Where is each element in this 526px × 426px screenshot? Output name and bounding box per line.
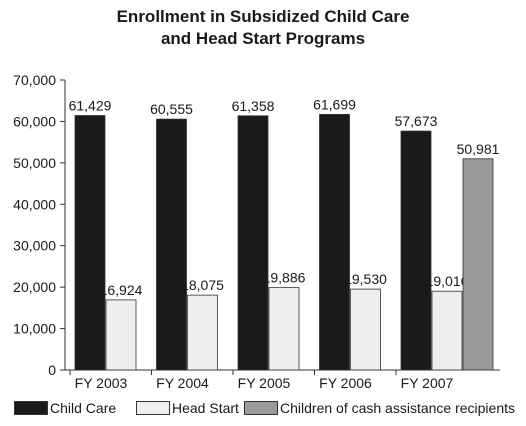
data-label: 18,075 <box>181 277 224 293</box>
legend-swatch-cash-assistance <box>244 401 278 415</box>
legend-swatch-child-care <box>14 401 48 415</box>
y-tick-label: 20,000 <box>13 279 56 295</box>
bar-children-of-cash-assistance-recipients-fy-2007 <box>462 158 494 371</box>
bar-child-care-fy-2007 <box>400 130 432 371</box>
data-label: 60,555 <box>150 101 193 117</box>
data-label: 61,429 <box>69 98 112 114</box>
y-tick-label: 0 <box>48 362 56 378</box>
x-tick-label: FY 2004 <box>156 375 209 391</box>
y-tick-label: 10,000 <box>13 321 56 337</box>
data-label: 19,886 <box>263 270 306 286</box>
chart-title: Enrollment in Subsidized Child Care and … <box>0 6 526 50</box>
chart-title-line-1: Enrollment in Subsidized Child Care <box>116 7 410 26</box>
bar-child-care-fy-2005 <box>237 115 269 371</box>
chart-title-line-2: and Head Start Programs <box>160 29 366 48</box>
y-tick-label: 60,000 <box>13 113 56 129</box>
legend-label-child-care: Child Care <box>50 400 117 416</box>
bar-child-care-fy-2003 <box>74 115 106 371</box>
bar-child-care-fy-2004 <box>156 118 187 371</box>
bar-head-start-fy-2003 <box>105 299 137 371</box>
bar-head-start-fy-2006 <box>350 288 381 371</box>
bar-head-start-fy-2005 <box>268 287 300 371</box>
x-tick-label: FY 2007 <box>401 375 454 391</box>
legend-swatch-head-start <box>136 401 170 415</box>
y-tick-label: 50,000 <box>13 155 56 171</box>
bar-chart: 0 10,000 20,000 30,000 40,000 50,000 60,000 70,… <box>13 72 500 391</box>
bar-child-care-fy-2006 <box>319 113 350 371</box>
data-label: 61,699 <box>313 96 356 112</box>
y-tick-label: 70,000 <box>13 72 56 88</box>
data-label: 16,924 <box>100 282 143 298</box>
data-label: 50,981 <box>457 141 500 157</box>
legend-item-cash-assistance: Children of cash assistance recipients <box>244 400 515 416</box>
legend-label-head-start: Head Start <box>172 400 239 416</box>
data-label: 19,016 <box>426 273 469 289</box>
data-label: 57,673 <box>395 113 438 129</box>
legend-item-child-care: Child Care <box>14 400 116 416</box>
y-tick-label: 40,000 <box>13 196 56 212</box>
bar-head-start-fy-2007 <box>431 290 463 371</box>
data-label: 61,358 <box>232 98 275 114</box>
x-tick-label: FY 2006 <box>319 375 372 391</box>
x-tick-label: FY 2005 <box>238 375 291 391</box>
chart-legend: Child Care Head Start Children of cash a… <box>0 400 526 422</box>
legend-item-head-start: Head Start <box>136 400 239 416</box>
y-tick-label: 30,000 <box>13 238 56 254</box>
legend-label-cash-assistance: Children of cash assistance recipients <box>280 400 516 416</box>
bar-head-start-fy-2004 <box>187 294 218 371</box>
x-tick-label: FY 2003 <box>75 375 128 391</box>
data-label: 19,530 <box>344 271 387 287</box>
